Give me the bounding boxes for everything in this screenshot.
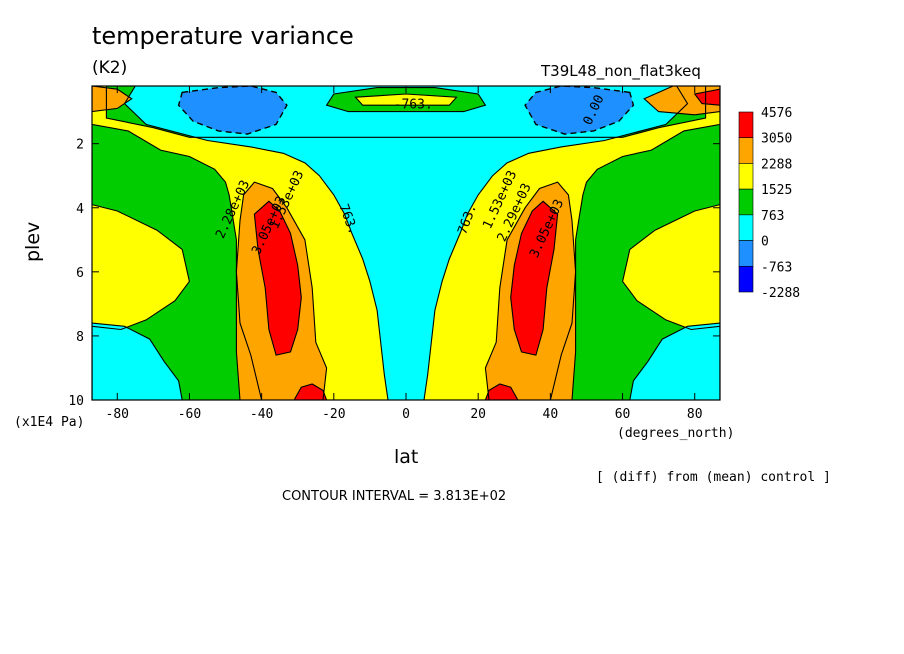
- diff-note: [ (diff) from (mean) control ]: [596, 470, 831, 485]
- x-tick-label: 40: [543, 407, 559, 422]
- legend-label: 763: [761, 209, 784, 224]
- x-axis-units: (degrees_north): [617, 426, 735, 441]
- contour-line-cyan-sw: [92, 322, 183, 400]
- y-axis-label: plev: [22, 221, 44, 262]
- x-tick-label: -80: [106, 407, 129, 422]
- legend-label: -763: [761, 260, 792, 275]
- legend-swatch: [738, 240, 754, 267]
- region-blue-left: [178, 86, 287, 135]
- contour-line-orange-nw: [92, 86, 133, 113]
- filled-contours: [92, 86, 720, 400]
- legend-label: 4576: [761, 106, 792, 121]
- x-axis-label: lat: [394, 446, 419, 468]
- region-red-left: [254, 201, 302, 356]
- x-tick-label: -40: [250, 407, 273, 422]
- legend-swatch: [738, 137, 754, 164]
- contour-line-red-left-base: [293, 383, 328, 400]
- y-tick-label: 10: [68, 394, 84, 409]
- legend-swatch: [738, 111, 754, 139]
- region-blue-right: [525, 86, 634, 135]
- contour-line-green-top: [105, 86, 707, 138]
- contour-line-cyan-center: [123, 86, 689, 400]
- y-tick-label: 6: [76, 266, 84, 281]
- axis-ticks: -80 -60 -40 -20 0 20 40 60 80 2 4 6 8 10: [68, 86, 720, 422]
- contour-interval: CONTOUR INTERVAL = 3.813E+02: [282, 489, 507, 504]
- contour-line-red-ne: [693, 88, 720, 106]
- units-label: (K2): [92, 58, 128, 78]
- x-tick-label: -20: [322, 407, 345, 422]
- contour-line-orange-right-core: [484, 181, 577, 400]
- legend-label: 0: [761, 235, 769, 250]
- y-tick-label: 8: [76, 330, 84, 345]
- contour-line-green-left: [92, 123, 263, 400]
- contour-line-green-right: [549, 123, 720, 400]
- legend-label: -2288: [761, 286, 800, 301]
- contour-line-green-equator-top: [325, 87, 487, 113]
- y-axis-units: (x1E4 Pa): [14, 415, 85, 430]
- region-cyan-center: [124, 86, 688, 400]
- y-tick-label: 2: [76, 138, 84, 153]
- contour-line-orange-left-core: [235, 181, 328, 400]
- legend-label: 3050: [761, 132, 792, 147]
- legend-label: 1525: [761, 183, 792, 198]
- chart-title: temperature variance: [92, 22, 354, 50]
- color-legend: 4576 3050 2288 1525 763 0 -763 -2288: [738, 106, 800, 301]
- contour-line-yellow-equator-top: [354, 93, 458, 106]
- contour-line-blue-right: [524, 86, 635, 135]
- legend-swatch: [738, 265, 754, 293]
- contour-label: -763.: [394, 97, 433, 112]
- region-yellow-equator-top: [355, 94, 457, 106]
- contour-line-red-left: [253, 200, 302, 356]
- contour-line-orange-ne: [643, 86, 720, 116]
- region-cyan-se: [629, 323, 720, 400]
- x-tick-label: 0: [402, 407, 410, 422]
- contour-line-red-right: [510, 200, 559, 356]
- legend-swatch: [738, 163, 754, 190]
- x-tick-label: -60: [178, 407, 201, 422]
- contour-line-red-right-base: [484, 383, 519, 400]
- legend-swatch: [738, 214, 754, 241]
- legend-swatch: [738, 188, 754, 216]
- contour-lines: [92, 86, 720, 400]
- run-name: T39L48_non_flat3keq: [541, 62, 701, 80]
- contour-line-cyan-se: [629, 322, 720, 400]
- x-tick-label: 80: [687, 407, 703, 422]
- x-tick-label: 60: [615, 407, 631, 422]
- region-red-right: [510, 201, 558, 356]
- region-cyan-sw: [92, 323, 183, 400]
- x-tick-label: 20: [470, 407, 486, 422]
- y-tick-label: 4: [76, 202, 84, 217]
- contour-line-blue-left: [177, 86, 288, 135]
- legend-label: 2288: [761, 157, 792, 172]
